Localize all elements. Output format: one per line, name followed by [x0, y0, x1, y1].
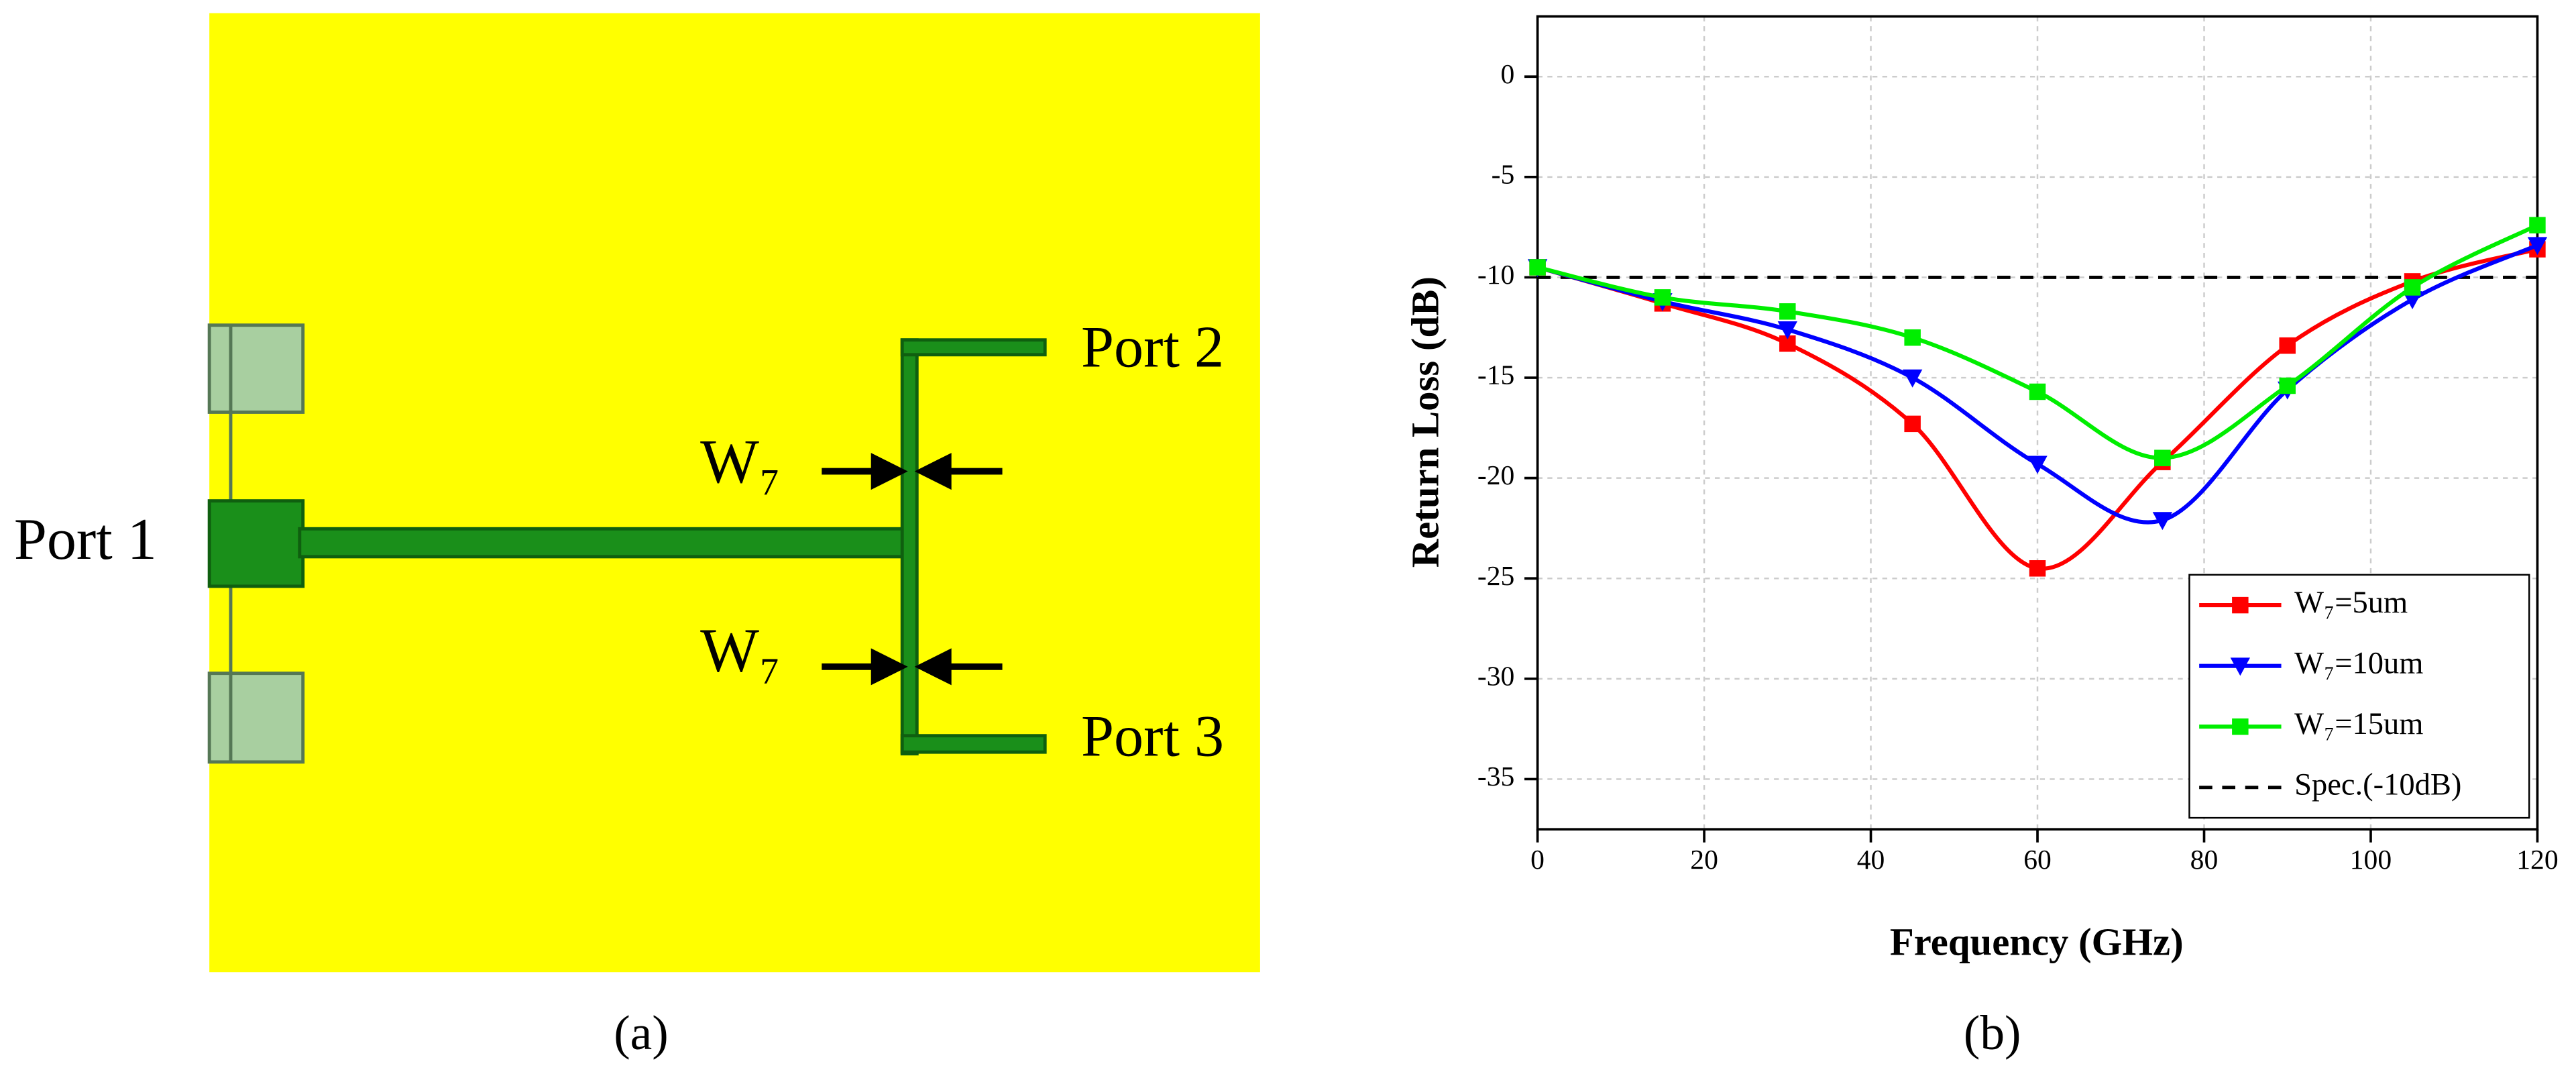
x-tick-label: 0	[1530, 845, 1545, 875]
y-tick-label: -35	[1477, 761, 1514, 792]
x-tick-label: 120	[2516, 845, 2558, 875]
x-tick-label: 60	[2023, 845, 2052, 875]
x-tick-label: 100	[2350, 845, 2392, 875]
marker	[1904, 415, 1921, 433]
marker	[2279, 337, 2296, 354]
y-tick-label: -20	[1477, 460, 1514, 491]
y-axis-title: Return Loss (dB)	[1404, 276, 1447, 568]
port-label: Port 3	[1081, 704, 1224, 769]
marker	[1779, 303, 1796, 320]
marker	[2279, 377, 2296, 394]
series-line	[1536, 223, 2538, 460]
x-tick-label: 20	[1690, 845, 1718, 875]
legend-box	[2188, 574, 2530, 819]
width-label: W₇	[700, 427, 781, 496]
legend-label: W₇=15um	[2294, 707, 2423, 741]
arrows	[822, 453, 1003, 686]
port-label: Port 2	[1081, 315, 1224, 380]
marker	[2232, 596, 2249, 614]
x-tick-label: 40	[1857, 845, 1885, 875]
marker	[2527, 237, 2548, 256]
trace	[900, 338, 1047, 357]
marker	[1904, 329, 1921, 346]
y-tick-label: -25	[1477, 561, 1514, 592]
width-label: W₇	[700, 616, 781, 686]
marker	[2230, 657, 2251, 676]
caption: (b)	[1964, 1006, 2021, 1060]
marker	[2029, 560, 2046, 577]
plot-frame	[1536, 15, 2539, 831]
marker	[2529, 217, 2546, 233]
marker	[2402, 291, 2422, 310]
marker	[1902, 369, 1923, 388]
pad	[207, 323, 305, 414]
layout-diagram: Port 1 Port 2 Port 3 W₇ W₇ (a)	[14, 13, 1260, 1060]
trace	[900, 338, 919, 756]
series-line	[1536, 243, 2538, 525]
marker	[1654, 289, 1671, 306]
legend-label: Spec.(-10dB)	[2294, 767, 2461, 802]
pad	[207, 672, 305, 764]
x-tick-label: 80	[2190, 845, 2219, 875]
marker	[2029, 383, 2046, 400]
marker	[2232, 718, 2249, 735]
y-tick-label: -15	[1477, 360, 1514, 391]
legend-label: W₇=5um	[2294, 586, 2408, 620]
marker	[2404, 279, 2421, 296]
marker	[1777, 321, 1797, 339]
caption: (a)	[614, 1006, 669, 1060]
y-tick-label: -10	[1477, 260, 1514, 290]
y-tick-label: -30	[1477, 661, 1514, 692]
y-tick-label: -5	[1492, 159, 1515, 190]
trace	[298, 527, 912, 559]
trace	[900, 734, 1047, 754]
x-axis-title: Frequency (GHz)	[1890, 920, 2184, 964]
marker	[1529, 259, 1546, 276]
port-label: Port 1	[14, 506, 157, 572]
substrate	[209, 13, 1260, 973]
feed-pad	[207, 499, 305, 588]
marker	[2154, 449, 2171, 466]
marker	[2152, 512, 2173, 531]
legend-label: W₇=10um	[2294, 646, 2423, 680]
marker	[2027, 455, 2048, 474]
y-tick-label: 0	[1501, 59, 1515, 90]
